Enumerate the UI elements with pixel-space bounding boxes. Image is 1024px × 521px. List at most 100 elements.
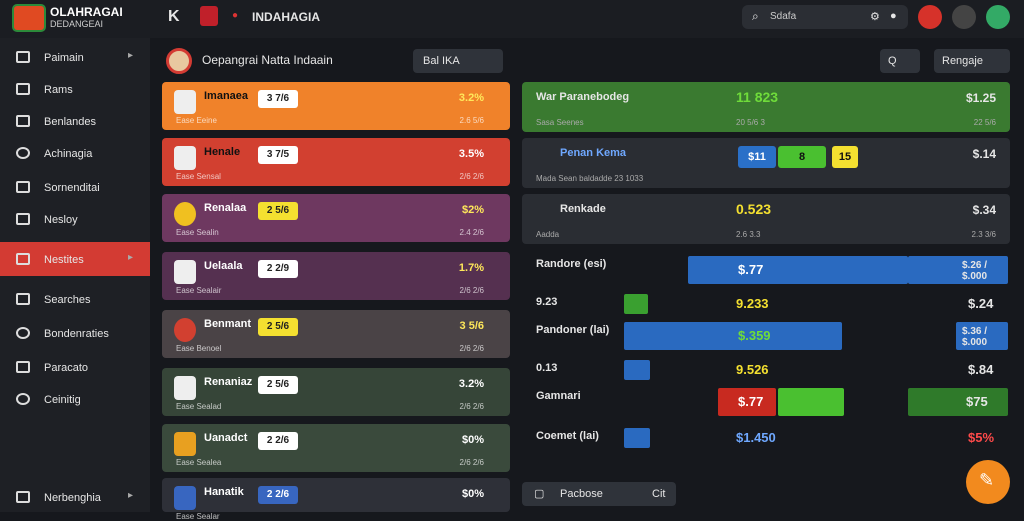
bet-sub: 2.6 3.3 — [736, 230, 761, 239]
sidebar-item-7[interactable]: Nestites ▸ — [0, 242, 150, 276]
bet-name: Renkade — [560, 203, 606, 215]
table-row[interactable]: Coemet (lai) $1.450 $5% — [522, 422, 1010, 454]
sidebar-item-label: Ceinitig — [44, 394, 81, 406]
gear-icon — [16, 327, 30, 339]
content-header: Oepangrai Natta Indaain Bal IKA Q Rengaj… — [160, 44, 1016, 78]
bet-main: 0.523 — [736, 201, 772, 217]
sidebar-item-label: Nestites — [44, 254, 84, 266]
mail-icon — [16, 181, 30, 193]
value-bar — [778, 388, 844, 416]
odds-value: 3.5% — [458, 148, 484, 160]
match-card[interactable]: Benmant 2 5/6 3 5/6 Ease Benoel 2/6 2/6 — [162, 310, 510, 358]
match-card[interactable]: Uanadct 2 2/6 $0% Ease Sealea 2/6 2/6 — [162, 424, 510, 472]
team-name: Henale — [204, 146, 241, 158]
avatar[interactable] — [918, 5, 942, 29]
odds-badge[interactable]: 3 7/6 — [258, 90, 298, 108]
table-row[interactable]: Pandoner (lai) $.359 $.36 / $.000 — [522, 320, 1010, 352]
team-name: Benmant — [204, 318, 252, 330]
row-label: Coemet (lai) — [536, 430, 599, 442]
match-time: 2/6 2/6 — [459, 172, 484, 181]
table-row[interactable]: 0.13 9.526 $.84 — [522, 354, 1010, 386]
info-icon — [16, 293, 30, 305]
odds-value: $0% — [461, 434, 484, 446]
table-row[interactable]: Gamnari $.77 $75 — [522, 386, 1010, 422]
sidebar-item-label: Sornenditai — [44, 182, 100, 194]
match-sub: Ease Sensal — [176, 172, 221, 181]
match-card[interactable]: Henale 3 7/5 3.5% Ease Sensal 2/6 2/6 — [162, 138, 510, 186]
match-sub: Ease Sealin — [176, 228, 219, 237]
sidebar-item-2[interactable]: Rams — [0, 72, 150, 106]
match-card[interactable]: Renalaa 2 5/6 $2% Ease Sealin 2.4 2/6 — [162, 194, 510, 242]
sidebar-item-label: Paimain — [44, 52, 84, 64]
sidebar-item-6[interactable]: Nesloy — [0, 202, 150, 236]
sidebar-item-9[interactable]: Bondenraties — [0, 316, 150, 350]
team-name: Uelaala — [204, 260, 243, 272]
odds-badge[interactable]: 2 5/6 — [258, 202, 298, 220]
bet-row[interactable]: Renkade 0.523 $.34 Aadda 2.6 3.3 2.3 3/6 — [522, 194, 1010, 244]
zoom-button[interactable]: Q — [880, 49, 920, 73]
sidebar-item-4[interactable]: Achinagia — [0, 136, 150, 170]
match-sub: Ease Sealair — [176, 286, 222, 295]
odds-badge[interactable]: 3 7/5 — [258, 146, 298, 164]
search-icon: ⌕ — [752, 9, 759, 23]
row-label: Pandoner (lai) — [536, 324, 610, 336]
bet-row[interactable]: Penan Kema $11 8 15 $.14 Mada Sean balda… — [522, 138, 1010, 188]
avatar[interactable] — [986, 5, 1010, 29]
odds-badge[interactable]: 2 5/6 — [258, 318, 298, 336]
odds-chip[interactable]: 8 — [778, 146, 826, 168]
sidebar-item-12[interactable]: Nerbenghia ▸ — [0, 480, 150, 514]
save-button[interactable]: Rengaje — [934, 49, 1010, 73]
match-card[interactable]: Uelaala 2 2/9 1.7% Ease Sealair 2/6 2/6 — [162, 252, 510, 300]
sidebar-item-11[interactable]: Ceinitig — [0, 382, 150, 416]
odds-value: 3 5/6 — [459, 320, 484, 332]
sidebar-item-5[interactable]: Sornenditai — [0, 170, 150, 204]
dot-icon: ● — [232, 10, 239, 21]
search-field[interactable]: ⌕ Sdafa ⚙ ● — [742, 5, 908, 29]
sidebar-item-8[interactable]: Searches — [0, 282, 150, 316]
app-title: OLAHRAGAI — [50, 5, 123, 19]
odds-chip[interactable]: $11 — [738, 146, 776, 168]
notification-icon[interactable]: ● — [890, 10, 897, 22]
avatar[interactable] — [166, 48, 192, 74]
search-input[interactable]: Sdafa — [770, 11, 797, 22]
sidebar-item-10[interactable]: Paracato — [0, 350, 150, 384]
settings-icon[interactable]: ⚙ — [870, 11, 880, 23]
match-card[interactable]: Renaniaz 2 5/6 3.2% Ease Sealad 2/6 2/6 — [162, 368, 510, 416]
table-row[interactable]: Randore (esi) $.77 $.26 / $.000 — [522, 254, 1010, 286]
match-card[interactable]: Imanaea 3 7/6 3.2% Ease Eeine 2.6 5/6 — [162, 82, 510, 130]
floating-action-button[interactable]: ✎ — [966, 460, 1010, 504]
match-card[interactable]: Hanatik 2 2/6 $0% Ease Sealar — [162, 478, 510, 521]
odds-badge[interactable]: 2 2/9 — [258, 260, 298, 278]
odds-chip[interactable]: 15 — [832, 146, 858, 168]
value-bar — [624, 360, 650, 380]
match-time: 2/6 2/6 — [459, 458, 484, 467]
odds-badge[interactable]: 2 5/6 — [258, 376, 298, 394]
odds-value: 3.2% — [458, 92, 484, 104]
bet-row[interactable]: War Paranebodeg 11 823 $1.25 Sasa Seenes… — [522, 82, 1010, 132]
odds-badge[interactable]: 2 2/6 — [258, 432, 298, 450]
monitor-icon — [16, 361, 30, 373]
match-time: 2/6 2/6 — [459, 344, 484, 353]
top-bar: OLAHRAGAI DEDANGEAI K ● INDAHAGIA ⌕ Sdaf… — [0, 0, 1024, 38]
sidebar-item-label: Rams — [44, 84, 73, 96]
odds-badge[interactable]: 2 2/6 — [258, 486, 298, 504]
team-name: Imanaea — [204, 90, 249, 102]
app-logo[interactable] — [12, 4, 46, 32]
bet-sub: 20 5/6 3 — [736, 118, 765, 127]
sidebar-item-label: Searches — [44, 294, 91, 306]
table-row[interactable]: 9.23 9.233 $.24 — [522, 288, 1010, 320]
row-label: Gamnari — [536, 390, 581, 402]
filter-button[interactable]: Bal IKA — [413, 49, 503, 73]
row-label: 0.13 — [536, 362, 558, 374]
value-bar — [718, 388, 776, 416]
team-name: Renalaa — [204, 202, 247, 214]
back-button[interactable]: K — [168, 8, 180, 25]
bottom-action-bar[interactable]: ▢ Pacbose Cit — [522, 482, 676, 506]
row-value: $.24 — [968, 296, 994, 311]
sidebar-item-3[interactable]: Benlandes — [0, 104, 150, 138]
avatar[interactable] — [952, 5, 976, 29]
square-icon: ▢ — [534, 488, 545, 500]
value-bar — [956, 322, 1008, 350]
sidebar-item-1[interactable]: Paimain ▸ — [0, 40, 150, 74]
odds-value: 1.7% — [458, 262, 484, 274]
